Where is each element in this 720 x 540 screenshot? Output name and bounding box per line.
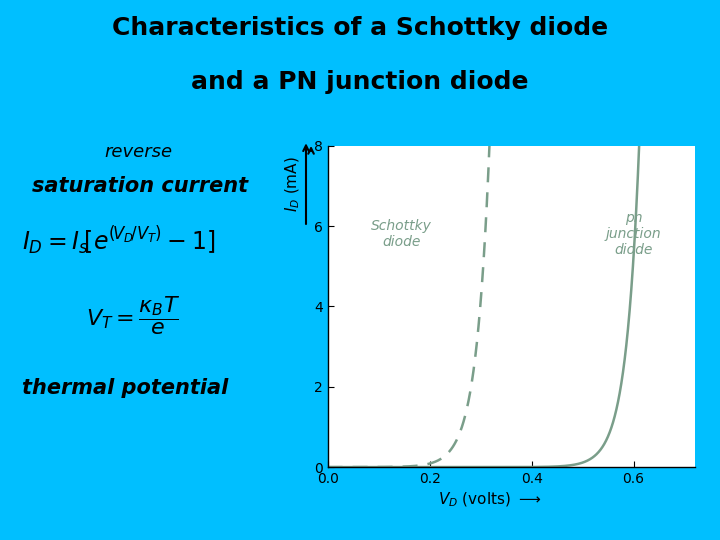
Text: saturation current: saturation current	[32, 176, 248, 195]
Text: reverse: reverse	[104, 143, 173, 161]
Text: Characteristics of a Schottky diode: Characteristics of a Schottky diode	[112, 16, 608, 40]
Text: $I_D$ (mA): $I_D$ (mA)	[284, 156, 302, 212]
Text: thermal potential: thermal potential	[22, 378, 228, 398]
Text: $V_T = \dfrac{\kappa_B T}{e}$: $V_T = \dfrac{\kappa_B T}{e}$	[86, 294, 181, 337]
Text: and a PN junction diode: and a PN junction diode	[192, 70, 528, 94]
Text: $V_D$ (volts) $\longrightarrow$: $V_D$ (volts) $\longrightarrow$	[438, 490, 541, 509]
Text: Schottky
diode: Schottky diode	[371, 219, 432, 249]
Text: $I_D = I_s\!\left[e^{\left(\!V_D\!/V_T\right)} - 1\right]$: $I_D = I_s\!\left[e^{\left(\!V_D\!/V_T\r…	[22, 224, 215, 257]
Text: pn
junction
diode: pn junction diode	[606, 211, 662, 258]
